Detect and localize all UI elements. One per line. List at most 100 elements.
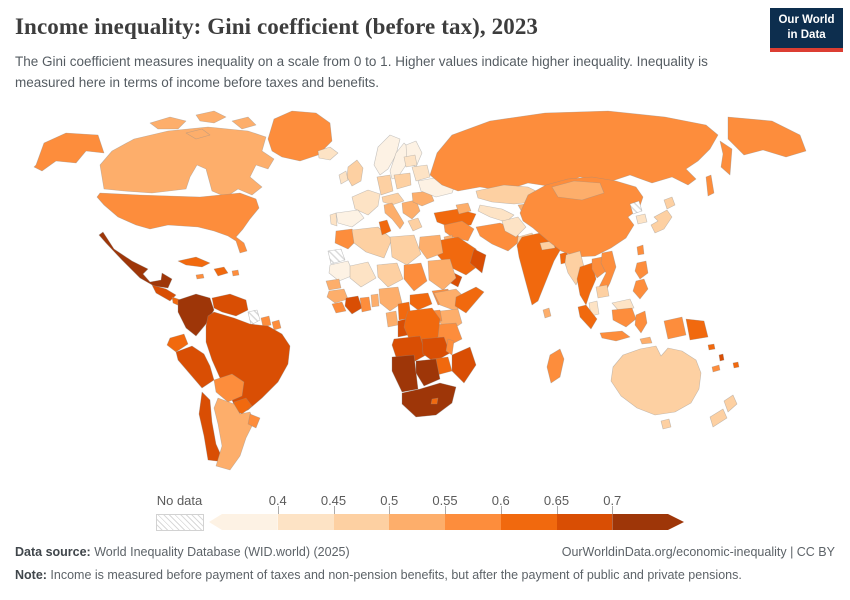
region-japan-honshu[interactable] bbox=[650, 209, 673, 234]
region-borneo-indonesia[interactable] bbox=[611, 307, 637, 328]
region-central-europe[interactable] bbox=[381, 192, 405, 206]
region-germany[interactable] bbox=[376, 174, 394, 196]
region-baltics[interactable] bbox=[403, 154, 418, 168]
region-uruguay[interactable] bbox=[247, 413, 261, 429]
region-ghana[interactable] bbox=[359, 296, 372, 313]
region-philippines-south[interactable] bbox=[632, 278, 649, 300]
region-philippines-north[interactable] bbox=[634, 260, 649, 280]
legend-bin-0.4-0.45[interactable] bbox=[277, 514, 334, 530]
region-italy[interactable] bbox=[383, 202, 405, 230]
region-peru[interactable] bbox=[175, 345, 215, 389]
region-sierra-leone[interactable] bbox=[331, 301, 347, 314]
region-ecuador[interactable] bbox=[166, 333, 189, 353]
legend-bin-0.5-0.55[interactable] bbox=[389, 514, 445, 530]
region-iceland[interactable] bbox=[317, 146, 339, 161]
region-french-guiana[interactable] bbox=[271, 319, 282, 331]
region-taiwan[interactable] bbox=[636, 244, 645, 256]
region-north-korea[interactable] bbox=[629, 200, 643, 215]
region-namibia[interactable] bbox=[391, 354, 419, 393]
region-papua-new-guinea[interactable] bbox=[685, 318, 709, 341]
region-guinea[interactable] bbox=[326, 288, 349, 304]
region-venezuela[interactable] bbox=[211, 293, 249, 317]
region-cambodia[interactable] bbox=[595, 284, 610, 299]
region-mozambique[interactable] bbox=[451, 346, 477, 384]
region-vanuatu[interactable] bbox=[718, 353, 725, 362]
region-botswana[interactable] bbox=[415, 358, 441, 387]
region-arctic-islands-2[interactable] bbox=[195, 110, 227, 124]
region-west-papua[interactable] bbox=[663, 316, 687, 340]
region-arctic-islands-4[interactable] bbox=[185, 128, 211, 140]
region-guyana[interactable] bbox=[247, 309, 261, 326]
region-japan-hokkaido[interactable] bbox=[663, 196, 676, 210]
region-niger[interactable] bbox=[376, 262, 404, 288]
region-borneo-malaysia[interactable] bbox=[611, 298, 635, 311]
region-gabon[interactable] bbox=[385, 310, 399, 328]
region-sulawesi[interactable] bbox=[634, 310, 648, 334]
region-sakhalin[interactable] bbox=[705, 174, 715, 197]
region-mauritania[interactable] bbox=[328, 260, 355, 282]
region-lesotho[interactable] bbox=[430, 397, 439, 405]
region-arctic-islands-3[interactable] bbox=[231, 116, 257, 130]
region-tunisia[interactable] bbox=[378, 219, 392, 236]
region-sri-lanka[interactable] bbox=[542, 307, 552, 319]
region-new-caledonia[interactable] bbox=[711, 364, 721, 373]
region-australia[interactable] bbox=[610, 345, 702, 416]
region-madagascar[interactable] bbox=[546, 348, 565, 384]
region-south-korea[interactable] bbox=[635, 213, 648, 225]
region-greece[interactable] bbox=[407, 217, 423, 232]
region-nz-north[interactable] bbox=[723, 394, 738, 413]
region-egypt[interactable] bbox=[418, 234, 444, 260]
region-poland[interactable] bbox=[393, 172, 412, 190]
region-cuba[interactable] bbox=[177, 256, 211, 268]
region-china[interactable] bbox=[519, 176, 644, 258]
region-sudan[interactable] bbox=[427, 258, 457, 291]
region-chukotka[interactable] bbox=[727, 116, 807, 158]
region-cote-divoire[interactable] bbox=[344, 295, 363, 315]
region-argentina[interactable] bbox=[213, 397, 255, 471]
region-portugal[interactable] bbox=[329, 212, 338, 227]
region-morocco[interactable] bbox=[334, 228, 359, 250]
region-oman[interactable] bbox=[469, 248, 487, 274]
region-central-african-republic[interactable] bbox=[409, 292, 433, 311]
region-caucasus[interactable] bbox=[455, 202, 472, 215]
legend-bin-0.6-0.65[interactable] bbox=[500, 514, 557, 530]
region-senegal[interactable] bbox=[325, 278, 342, 291]
region-mexico[interactable] bbox=[98, 231, 173, 289]
region-sumatra[interactable] bbox=[577, 304, 598, 330]
region-fiji[interactable] bbox=[732, 361, 740, 369]
region-libya[interactable] bbox=[389, 234, 422, 266]
region-mongolia[interactable] bbox=[551, 180, 605, 201]
region-timor[interactable] bbox=[639, 336, 653, 345]
region-belarus[interactable] bbox=[411, 164, 431, 182]
legend-bin--0.7[interactable] bbox=[612, 514, 684, 530]
owid-citation-link[interactable]: OurWorldinData.org/economic-inequality |… bbox=[561, 545, 835, 559]
region-south-africa[interactable] bbox=[401, 382, 457, 418]
region-solomon-islands[interactable] bbox=[707, 343, 716, 351]
region-puerto-rico[interactable] bbox=[231, 269, 240, 277]
region-suriname[interactable] bbox=[260, 315, 272, 328]
region-nz-south[interactable] bbox=[709, 408, 728, 428]
owid-logo[interactable]: Our World in Data bbox=[770, 8, 843, 52]
region-uk[interactable] bbox=[346, 159, 364, 187]
region-hispaniola[interactable] bbox=[213, 266, 229, 277]
region-nigeria[interactable] bbox=[378, 286, 403, 312]
legend-bin-0.65-0.7[interactable] bbox=[556, 514, 613, 530]
legend-no-data-swatch[interactable] bbox=[156, 514, 204, 531]
region-usa[interactable] bbox=[96, 192, 260, 254]
region-arctic-islands-1[interactable] bbox=[149, 116, 187, 130]
region-java[interactable] bbox=[599, 330, 631, 342]
region-afghanistan[interactable] bbox=[501, 216, 527, 238]
region-western-sahara[interactable] bbox=[327, 248, 346, 265]
region-bolivia[interactable] bbox=[213, 373, 245, 403]
region-greenland[interactable] bbox=[267, 110, 333, 162]
legend-bin--0.4[interactable] bbox=[209, 514, 278, 530]
region-alaska[interactable] bbox=[33, 132, 105, 172]
region-spain[interactable] bbox=[335, 209, 365, 228]
region-tasmania[interactable] bbox=[660, 418, 672, 430]
region-france[interactable] bbox=[351, 189, 381, 216]
legend-bin-0.55-0.6[interactable] bbox=[445, 514, 501, 530]
region-norway[interactable] bbox=[373, 134, 401, 176]
region-chad[interactable] bbox=[403, 262, 428, 292]
region-somalia[interactable] bbox=[454, 286, 485, 314]
region-togo-benin[interactable] bbox=[370, 293, 380, 308]
